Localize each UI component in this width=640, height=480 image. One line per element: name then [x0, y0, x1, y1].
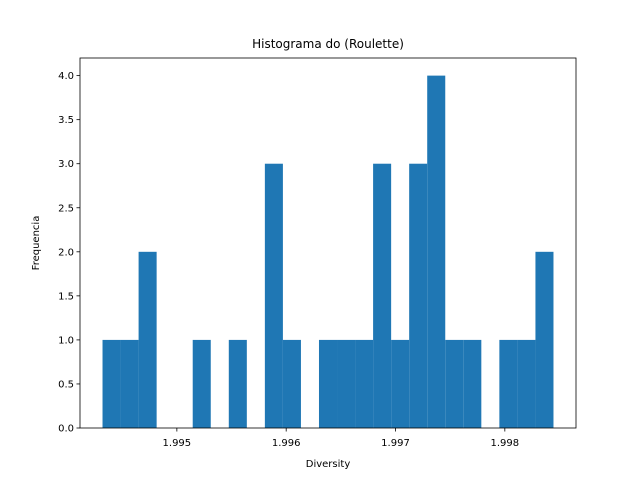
bar: [337, 339, 356, 428]
y-tick-label: 3.5: [58, 115, 74, 126]
bar: [535, 251, 554, 428]
bar: [463, 339, 482, 428]
x-tick-label: 1.996: [272, 438, 301, 449]
y-tick-label: 2.5: [58, 203, 74, 214]
bar: [517, 339, 536, 428]
y-tick-label: 0.0: [58, 424, 74, 435]
x-tick-label: 1.997: [381, 438, 410, 449]
y-tick-label: 0.5: [58, 379, 74, 390]
chart-title: Histograma do (Roulette): [252, 37, 404, 51]
bar: [228, 339, 247, 428]
bar: [318, 339, 338, 428]
bar: [264, 163, 283, 428]
bar: [445, 339, 464, 428]
axes-frame: [79, 57, 577, 429]
bar: [138, 251, 157, 428]
y-tick-label: 1.0: [58, 335, 74, 346]
x-tick-label: 1.998: [491, 438, 520, 449]
bar: [391, 339, 410, 428]
bar: [373, 163, 392, 428]
bar: [355, 339, 374, 428]
y-tick-label: 4.0: [58, 71, 74, 82]
bar: [427, 75, 446, 428]
x-axis-label: Diversity: [306, 459, 351, 470]
bar: [120, 339, 139, 428]
y-tick-label: 1.5: [58, 291, 74, 302]
y-axis-label: Frequencia: [31, 216, 42, 271]
bar: [282, 339, 301, 428]
bar: [192, 339, 211, 428]
y-tick-label: 2.0: [58, 247, 74, 258]
y-tick-label: 3.0: [58, 159, 74, 170]
bar: [499, 339, 518, 428]
x-tick-label: 1.995: [163, 438, 192, 449]
bar: [409, 163, 428, 428]
bar: [102, 339, 121, 428]
